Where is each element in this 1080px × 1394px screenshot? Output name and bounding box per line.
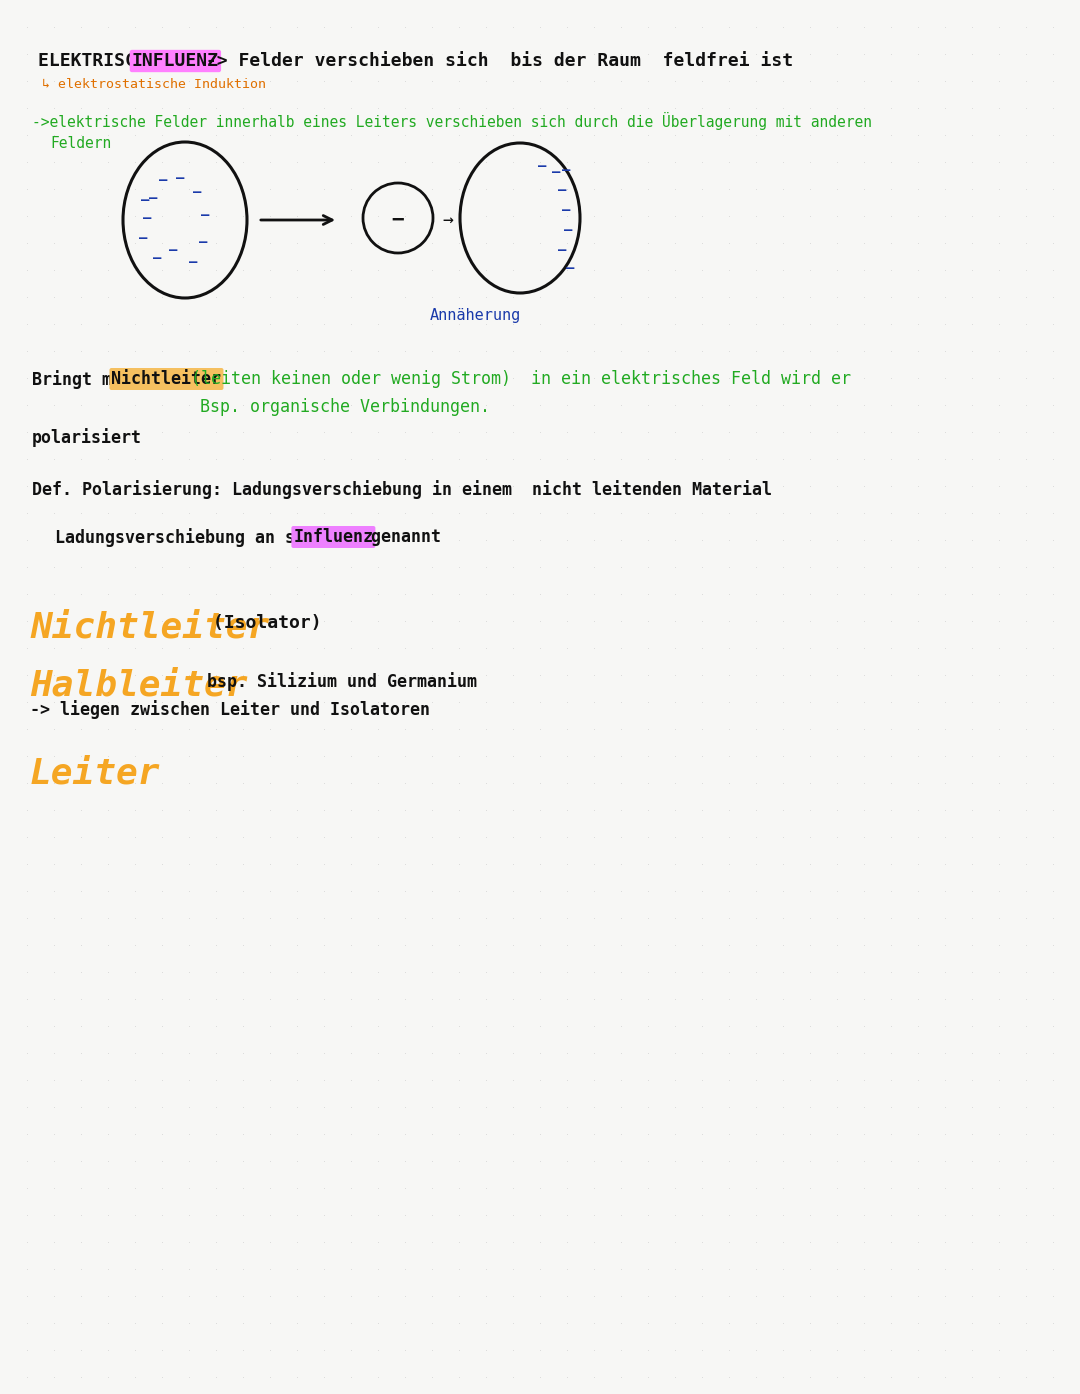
Text: -> Felder verschieben sich  bis der Raum  feldfrei ist: -> Felder verschieben sich bis der Raum …: [194, 52, 793, 70]
Text: Feldern: Feldern: [50, 137, 111, 151]
Text: Nichtleiter: Nichtleiter: [30, 611, 269, 644]
Text: –: –: [168, 243, 177, 256]
Text: ->elektrische Felder innerhalb eines Leiters verschieben sich durch die Überlage: ->elektrische Felder innerhalb eines Lei…: [32, 112, 872, 130]
Text: ELEKTRISCHE: ELEKTRISCHE: [38, 52, 168, 70]
Text: –: –: [193, 185, 201, 199]
Text: (leiten keinen oder wenig Strom)  in ein elektrisches Feld wird er: (leiten keinen oder wenig Strom) in ein …: [191, 369, 851, 388]
Text: Nichtleiter: Nichtleiter: [111, 369, 221, 388]
Text: –: –: [176, 171, 185, 185]
Text: -> liegen zwischen Leiter und Isolatoren: -> liegen zwischen Leiter und Isolatoren: [30, 700, 430, 719]
Text: Def. Polarisierung: Ladungsverschiebung in einem  nicht leitenden Material: Def. Polarisierung: Ladungsverschiebung …: [32, 480, 772, 499]
Text: –: –: [201, 208, 210, 222]
Text: –: –: [557, 183, 566, 197]
Text: →: →: [443, 210, 454, 229]
Text: –: –: [149, 191, 158, 205]
Text: –: –: [189, 255, 198, 269]
Text: –: –: [557, 243, 566, 256]
Text: polarisiert: polarisiert: [32, 428, 141, 447]
Text: –: –: [562, 163, 570, 177]
Text: –: –: [564, 223, 572, 237]
Text: Bsp. organische Verbindungen.: Bsp. organische Verbindungen.: [200, 399, 490, 415]
Text: –: –: [199, 236, 207, 250]
Text: –: –: [143, 210, 151, 224]
Text: Leiter: Leiter: [30, 756, 161, 790]
Text: (Isolator): (Isolator): [202, 613, 322, 631]
Text: Influenz: Influenz: [294, 528, 374, 546]
Text: ↳ elektrostatische Induktion: ↳ elektrostatische Induktion: [42, 78, 266, 91]
Text: Ladungsverschiebung an sich wird: Ladungsverschiebung an sich wird: [55, 528, 384, 546]
Text: –: –: [552, 164, 561, 178]
Text: –: –: [159, 173, 167, 187]
Text: Halbleiter: Halbleiter: [30, 668, 247, 703]
Text: genannt: genannt: [351, 528, 442, 546]
Text: bsp. Silizium und Germanium: bsp. Silizium und Germanium: [187, 672, 476, 691]
Text: −: −: [392, 210, 404, 230]
Text: –: –: [562, 204, 570, 217]
Text: Annäherung: Annäherung: [430, 308, 522, 323]
Text: INFLUENZ: INFLUENZ: [132, 52, 219, 70]
Text: Bringt man: Bringt man: [32, 369, 141, 389]
Text: –: –: [566, 261, 575, 275]
Text: –: –: [538, 159, 546, 173]
Text: –: –: [139, 231, 147, 245]
Text: –: –: [152, 251, 161, 265]
Text: –: –: [140, 192, 149, 206]
